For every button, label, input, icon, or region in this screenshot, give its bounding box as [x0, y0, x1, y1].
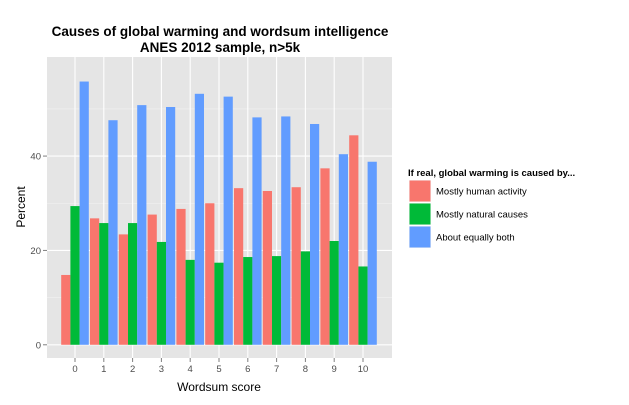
x-tick-label: 9: [332, 364, 337, 375]
legend-swatch: [409, 226, 431, 248]
bar: [310, 123, 320, 345]
legend-item-label: Mostly human activity: [436, 187, 527, 198]
bar: [176, 208, 186, 345]
chart-subtitle: ANES 2012 sample, n>5k: [140, 40, 301, 55]
bar: [185, 259, 195, 345]
bar: [272, 256, 282, 345]
bar: [128, 223, 138, 345]
legend-item-label: Mostly natural causes: [436, 210, 528, 221]
bar: [205, 203, 215, 345]
y-tick-label: 0: [36, 340, 41, 351]
bar: [108, 120, 118, 345]
bar: [194, 93, 204, 345]
bar: [234, 188, 244, 345]
bar: [358, 266, 368, 345]
x-tick-label: 5: [216, 364, 221, 375]
bar: [166, 107, 176, 345]
x-tick-label: 2: [130, 364, 135, 375]
x-tick-label: 1: [101, 364, 106, 375]
axis-ticks: 0 20 40 0 1 2 3 4 5 6 7 8 9 10: [30, 152, 368, 375]
bar: [61, 274, 71, 345]
bar: [243, 257, 253, 345]
bar: [349, 135, 359, 345]
bar: [79, 81, 89, 345]
bar: [320, 168, 330, 345]
chart-title: Causes of global warming and wordsum int…: [52, 24, 389, 39]
bar: [70, 206, 80, 345]
x-tick-label: 6: [245, 364, 250, 375]
bar: [252, 117, 262, 345]
y-axis-title: Percent: [14, 186, 28, 228]
bar: [338, 154, 348, 345]
x-tick-label: 4: [188, 364, 193, 375]
bar: [223, 96, 233, 345]
bar: [99, 223, 109, 345]
y-tick-label: 20: [30, 246, 41, 257]
y-tick-label: 40: [30, 152, 41, 163]
bar: [281, 116, 291, 345]
x-tick-label: 3: [159, 364, 164, 375]
x-tick-label: 7: [274, 364, 279, 375]
bars: [61, 81, 377, 345]
x-axis-title: Wordsum score: [177, 380, 261, 394]
x-tick-label: 10: [358, 364, 369, 375]
x-tick-label: 0: [72, 364, 77, 375]
bar: [214, 262, 224, 345]
bar: [300, 251, 310, 345]
bar: [90, 218, 100, 345]
bar: [118, 234, 128, 345]
legend: If real, global warming is caused by... …: [408, 168, 575, 248]
legend-item-label: About equally both: [436, 233, 515, 244]
bar: [137, 105, 147, 345]
legend-swatch: [409, 180, 431, 202]
bar: [291, 187, 301, 345]
bar: [367, 161, 377, 345]
bar: [147, 214, 157, 345]
legend-title: If real, global warming is caused by...: [408, 168, 575, 179]
bar: [262, 190, 272, 345]
x-tick-label: 8: [303, 364, 308, 375]
bar: [156, 241, 166, 345]
legend-swatch: [409, 203, 431, 225]
bar: [329, 240, 339, 345]
